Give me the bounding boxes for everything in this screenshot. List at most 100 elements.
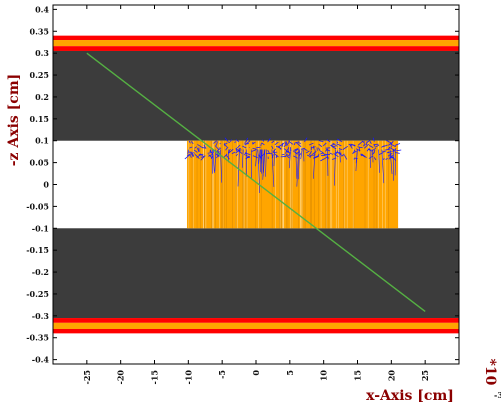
scatter-point: [393, 148, 397, 153]
scatter-point: [208, 154, 213, 159]
scatter-point: [363, 144, 366, 147]
scatter-point: [357, 140, 363, 146]
scatter-point: [191, 152, 195, 157]
scatter-point: [286, 151, 291, 154]
scatter-point: [189, 146, 193, 149]
scatter-point: [390, 143, 396, 147]
scatter-point: [244, 152, 251, 156]
scatter-point: [339, 149, 341, 163]
scatter-point: [354, 157, 358, 160]
scatter-point: [338, 148, 343, 150]
x-tick-label: 10: [319, 370, 329, 382]
x-axis-multiplier: *10: [482, 359, 498, 386]
scatter-point: [285, 154, 290, 159]
scatter-point: [235, 153, 238, 157]
x-tick-label: -25: [82, 370, 92, 384]
scatter-point: [317, 153, 320, 157]
scatter-point: [369, 141, 372, 144]
scatter-point: [267, 149, 271, 155]
scatter-point: [381, 145, 385, 148]
scatter-point: [318, 147, 321, 152]
scatter-point: [223, 143, 226, 145]
scatter-point: [194, 146, 197, 149]
scatter-point: [237, 149, 240, 187]
scatter-point: [242, 145, 247, 149]
y-tick-label: -0.4: [32, 355, 50, 365]
y-tick-label: 0.05: [30, 158, 49, 168]
scatter-point: [245, 154, 250, 158]
scatter-point: [235, 139, 240, 142]
scatter-point: [373, 149, 376, 154]
scatter-point: [296, 149, 299, 187]
scatter-point: [244, 141, 246, 145]
scatter-point: [311, 146, 316, 149]
y-tick-label: -0.2: [32, 267, 49, 277]
scatter-point: [255, 149, 258, 167]
scatter-point: [216, 153, 220, 158]
scatter-point: [193, 149, 198, 153]
band-bottom-gray: [53, 228, 459, 319]
scatter-point: [190, 155, 192, 158]
scatter-point: [390, 140, 394, 146]
scatter-point: [326, 139, 331, 143]
scatter-point: [336, 141, 339, 144]
scatter-point: [188, 140, 191, 144]
scatter-point: [298, 149, 300, 180]
scatter-point: [387, 151, 390, 153]
scatter-point: [293, 150, 298, 155]
y-tick-label: -0.15: [26, 245, 49, 255]
scatter-point: [261, 142, 265, 146]
y-tick-label: 0.4: [35, 4, 49, 14]
x-axis-multiplier-exponent: -3: [494, 390, 501, 400]
scatter-point: [382, 150, 386, 153]
scatter-point: [284, 141, 287, 146]
scatter-point: [300, 149, 303, 160]
scatter-point: [334, 150, 339, 156]
scatter-point: [184, 154, 191, 160]
scatter-point: [396, 149, 402, 152]
scatter-point: [271, 149, 275, 187]
x-axis: -25 -20 -15 -10 -5 0 5 10 15 20 25: [82, 5, 430, 384]
scatter-point: [389, 149, 393, 175]
y-tick-label: -0.1: [32, 223, 49, 233]
x-tick-label: 5: [285, 370, 295, 376]
scatter-point: [329, 152, 334, 155]
scatter-point: [371, 147, 377, 152]
scatter-point: [201, 155, 206, 158]
scatter-point: [190, 141, 194, 144]
scatter-point: [304, 148, 308, 151]
scatter-point: [193, 151, 195, 154]
scatter-point: [295, 149, 298, 179]
scatter-point: [366, 139, 371, 143]
scatter-point: [360, 153, 366, 158]
scatter-point: [325, 148, 331, 152]
track-line: [86, 52, 426, 313]
bands: [53, 35, 459, 334]
scatter-point: [320, 152, 324, 155]
scatter-point: [288, 139, 290, 144]
y-tick-label: -0.35: [26, 333, 49, 343]
scatter-point: [263, 149, 266, 173]
scatter-point: [235, 144, 241, 150]
y-tick-label: -0.05: [26, 201, 49, 211]
scatter-point: [348, 143, 353, 147]
scatter-point: [330, 143, 335, 147]
scatter-point: [190, 152, 194, 157]
scatter-point: [274, 141, 279, 146]
scatter-point: [228, 149, 234, 154]
scatter-point: [271, 140, 275, 144]
scatter-point: [203, 144, 207, 149]
scatter-point: [349, 145, 353, 149]
scatter-point: [378, 149, 380, 173]
scatter-point: [226, 154, 230, 160]
scatter-point: [312, 155, 319, 159]
scatter-point: [320, 157, 326, 162]
band-top-red-outer: [53, 35, 459, 41]
y-tick-label: 0.1: [35, 136, 49, 146]
x-tick-label: 0: [251, 370, 261, 376]
scatter-point: [363, 143, 369, 149]
scatter-point: [386, 139, 392, 144]
scatter-point: [285, 153, 290, 157]
scatter-point: [357, 146, 363, 149]
band-top-orange: [53, 40, 459, 47]
